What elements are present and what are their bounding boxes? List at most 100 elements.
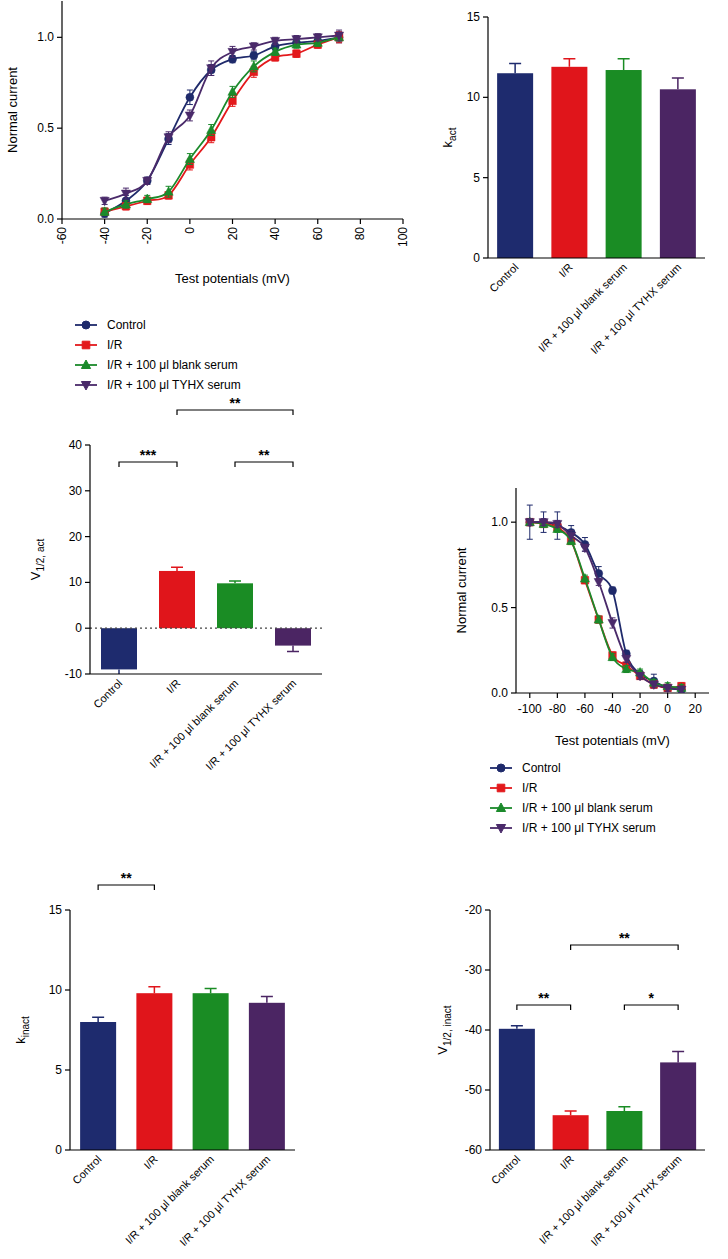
y-axis-label: kinact xyxy=(13,1016,31,1044)
y-axis-label-subscript: 1/2, inact xyxy=(442,1005,453,1046)
category-label: I/R xyxy=(558,1153,576,1171)
bar-panel: -10010203040ControlI/RI/R + 100 μl blank… xyxy=(28,395,322,772)
bar xyxy=(101,628,137,669)
significance-label: * xyxy=(649,990,655,1006)
category-label: I/R + 100 μl blank serum xyxy=(537,1153,630,1246)
point xyxy=(594,578,603,587)
point xyxy=(580,574,589,583)
x-tick xyxy=(189,219,190,224)
bar xyxy=(193,993,229,1150)
x-axis-line xyxy=(488,257,705,258)
x-tick-label: 60 xyxy=(311,227,325,241)
point xyxy=(164,134,173,143)
y-tick-label: -60 xyxy=(465,1143,483,1157)
significance-label: ** xyxy=(538,990,549,1006)
line-panel: -60-40-200204060801000.00.51.0Test poten… xyxy=(5,1,410,392)
error-bar xyxy=(229,581,241,583)
x-tick-label: 0 xyxy=(664,702,671,716)
bar-panel: -60-50-40-30-20ControlI/RI/R + 100 μl bl… xyxy=(435,903,705,1248)
y-tick-label: -30 xyxy=(465,963,483,977)
point xyxy=(677,686,685,693)
y-tick-label: 5 xyxy=(473,171,480,185)
point xyxy=(143,194,152,203)
reference-line xyxy=(90,628,322,629)
y-axis-line xyxy=(69,910,70,1150)
significance-label: *** xyxy=(140,447,157,463)
bar xyxy=(249,1003,285,1150)
point xyxy=(553,520,562,529)
y-axis-label: V1/2, inact xyxy=(435,1005,453,1054)
y-axis-label-base: V xyxy=(435,1046,450,1055)
y-tick xyxy=(57,218,62,219)
error-bar xyxy=(618,59,630,70)
y-axis-label-subscript: inact xyxy=(20,1016,31,1037)
error-bar xyxy=(610,587,616,594)
y-axis-label-base: V xyxy=(28,571,43,580)
y-tick-label: 0 xyxy=(75,621,82,635)
y-axis-line xyxy=(61,1,62,219)
y-tick-label: 10 xyxy=(467,90,481,104)
x-tick xyxy=(360,219,361,224)
y-axis-label: kact xyxy=(440,127,458,147)
bar xyxy=(136,993,172,1150)
point xyxy=(250,52,258,60)
point xyxy=(228,48,237,57)
error-bar xyxy=(672,1052,684,1063)
point xyxy=(271,37,280,46)
y-tick-label: 5 xyxy=(55,1063,62,1077)
legend-marker xyxy=(497,764,505,772)
plot-data xyxy=(525,505,686,693)
y-tick-label: -40 xyxy=(465,1023,483,1037)
bar xyxy=(606,1111,642,1150)
y-tick-label: 1.0 xyxy=(37,30,54,44)
series-line xyxy=(105,37,339,211)
point xyxy=(539,519,548,528)
point xyxy=(164,187,173,196)
y-tick xyxy=(85,628,90,629)
legend: ControlI/RI/R + 100 μl blank serumI/R + … xyxy=(75,318,241,392)
bar xyxy=(159,571,195,628)
x-tick xyxy=(275,219,276,224)
x-tick-label: 20 xyxy=(226,227,240,241)
legend-marker xyxy=(81,360,90,369)
x-tick xyxy=(147,219,148,224)
error-bar xyxy=(287,646,299,652)
category-label: Control xyxy=(70,1153,104,1187)
y-tick xyxy=(483,16,488,17)
point xyxy=(677,686,686,693)
point xyxy=(635,672,644,681)
point xyxy=(121,190,130,199)
bar xyxy=(660,89,696,258)
x-tick-label: -60 xyxy=(576,702,594,716)
bar xyxy=(606,70,642,258)
point xyxy=(100,197,109,206)
error-bar xyxy=(293,50,299,57)
point xyxy=(249,61,258,70)
y-tick-label: 30 xyxy=(69,484,83,498)
error-bar xyxy=(565,1111,577,1115)
y-tick-label: -10 xyxy=(65,667,83,681)
y-tick-label: 0.0 xyxy=(37,212,54,226)
plot-data xyxy=(100,30,344,217)
x-tick-label: 100 xyxy=(396,227,410,247)
y-tick-label: 15 xyxy=(49,903,63,917)
point xyxy=(185,154,194,163)
error-bar xyxy=(148,987,160,993)
x-tick xyxy=(317,219,318,224)
y-tick xyxy=(85,582,90,583)
point xyxy=(249,43,258,52)
x-tick xyxy=(695,693,696,698)
y-axis-line xyxy=(515,488,516,693)
category-label: Control xyxy=(489,1153,523,1187)
point xyxy=(313,34,322,43)
point xyxy=(207,125,216,134)
category-label: I/R + 100 μl TYHX serum xyxy=(588,261,683,356)
bar xyxy=(497,73,533,258)
line-panel: -100-80-60-40-200200.00.51.0Test potenti… xyxy=(454,488,709,835)
legend-marker xyxy=(81,382,90,391)
x-tick-label: 80 xyxy=(353,227,367,241)
y-tick xyxy=(485,1029,490,1030)
y-tick xyxy=(65,1149,70,1150)
y-tick xyxy=(483,97,488,98)
y-tick xyxy=(483,257,488,258)
